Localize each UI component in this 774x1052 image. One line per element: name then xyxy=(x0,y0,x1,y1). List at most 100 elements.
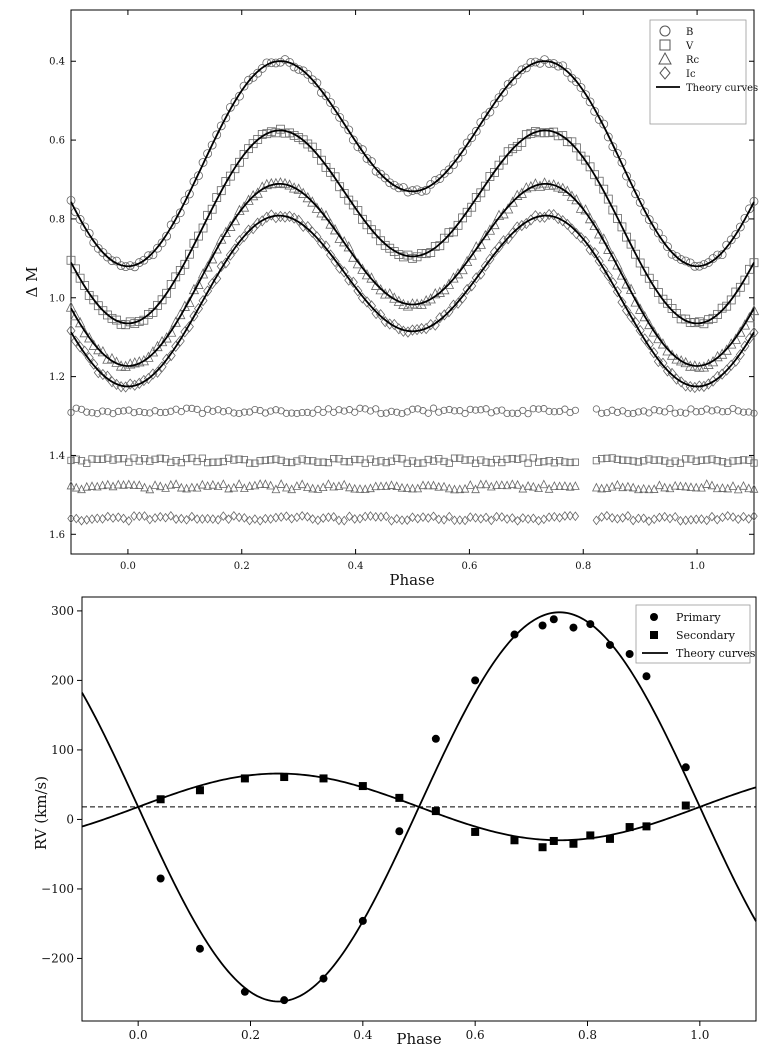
residual-b-point xyxy=(529,405,537,413)
lc-ic-point xyxy=(467,280,477,292)
lc-ic-point xyxy=(248,222,258,235)
residual-v-point xyxy=(172,457,180,465)
residual-ic-point xyxy=(272,512,280,523)
residual-ic-point xyxy=(151,513,159,523)
residual-ic-point xyxy=(424,513,432,523)
residual-rc-point xyxy=(339,479,349,489)
residual-v-point xyxy=(556,457,564,465)
lc-rc-point xyxy=(252,187,263,198)
residual-v-point xyxy=(718,458,727,466)
lc-b-point xyxy=(581,90,590,100)
residual-rc-point xyxy=(271,484,281,494)
lc-rc-point xyxy=(197,268,209,279)
lc-b-point xyxy=(663,242,672,252)
lc-v-point xyxy=(672,309,681,318)
lc-v-point xyxy=(453,220,463,230)
primary-rv-point xyxy=(431,734,440,743)
lc-b-point xyxy=(608,142,618,152)
lc-b-point xyxy=(394,183,404,193)
lc-ic-point xyxy=(139,374,149,387)
lc-v-point xyxy=(494,160,504,170)
lc-ic-point xyxy=(212,272,222,285)
rv-x-axis-label: Phase xyxy=(396,1030,441,1048)
rv-plot-frame xyxy=(81,596,757,1022)
residual-v-point xyxy=(598,455,606,463)
residual-ic-point xyxy=(167,511,175,521)
lc-b-point xyxy=(640,207,650,217)
lc-b-point xyxy=(508,76,518,86)
lc-rc-point xyxy=(516,187,527,198)
residual-b-point xyxy=(156,408,164,417)
residual-v-point xyxy=(540,458,548,466)
residual-ic-point xyxy=(351,514,359,524)
residual-b-point xyxy=(634,408,643,416)
lc-ic-point xyxy=(599,263,609,275)
residual-v-point xyxy=(335,455,343,463)
lc-ic-point xyxy=(458,292,468,304)
lc-v-point xyxy=(389,247,399,256)
lc-ic-point xyxy=(134,377,144,389)
lc-b-point xyxy=(476,117,486,127)
residual-v-point xyxy=(603,454,611,462)
residual-v-point xyxy=(461,456,469,464)
residual-rc-point xyxy=(219,479,228,488)
lc-b-point xyxy=(371,166,381,176)
residual-ic-point xyxy=(445,511,453,522)
lc-x-tick-label: 0.4 xyxy=(348,561,364,572)
residual-b-point xyxy=(550,408,558,416)
residual-b-point xyxy=(214,406,222,414)
lc-v-point xyxy=(430,242,440,251)
lc-rc-point xyxy=(716,348,728,359)
lc-ic-point xyxy=(749,327,759,339)
secondary-rv-point xyxy=(681,801,690,810)
residual-rc-point xyxy=(728,481,738,490)
lc-b-point xyxy=(713,250,722,260)
lc-b-point xyxy=(517,65,527,75)
lc-v-point xyxy=(285,128,294,138)
residual-ic-point xyxy=(708,511,716,522)
residual-rc-point xyxy=(718,483,727,492)
residual-v-point xyxy=(182,454,191,463)
lc-rc-point xyxy=(225,220,236,231)
residual-rc-point xyxy=(439,481,449,491)
primary-rv-point xyxy=(280,996,289,1005)
residual-ic-point xyxy=(240,513,249,523)
lc-rc-point xyxy=(653,332,664,344)
lc-rc-point xyxy=(443,278,455,289)
lc-ic-point xyxy=(576,231,586,244)
residual-v-point xyxy=(303,457,312,465)
lc-b-point xyxy=(80,222,90,232)
residual-b-point xyxy=(671,409,679,417)
primary-rv-point xyxy=(395,827,404,836)
residual-rc-point xyxy=(497,480,507,489)
lc-rc-point xyxy=(193,278,204,289)
residual-v-point xyxy=(393,454,401,462)
rv-x-tick-label: 0.8 xyxy=(578,1028,597,1042)
residual-rc-point xyxy=(613,479,622,489)
residual-v-point xyxy=(734,457,742,465)
residual-ic-point xyxy=(666,513,674,524)
residual-rc-point xyxy=(392,481,402,490)
residual-v-point xyxy=(545,457,553,465)
residual-rc-point xyxy=(607,481,617,491)
lc-v-point xyxy=(467,202,477,212)
residual-v-point xyxy=(640,457,648,465)
residual-ic-point xyxy=(224,514,233,525)
residual-v-point xyxy=(93,455,101,463)
residual-b-point xyxy=(235,409,243,418)
residual-b-point xyxy=(524,410,532,418)
residual-rc-point xyxy=(408,483,417,493)
residual-rc-point xyxy=(565,481,575,491)
lc-b-point xyxy=(458,147,467,157)
residual-v-point xyxy=(277,456,285,465)
residual-ic-point xyxy=(361,511,369,522)
residual-ic-point xyxy=(519,513,527,523)
lc-rc-point xyxy=(748,304,760,316)
residual-b-point xyxy=(461,409,469,418)
lc-v-point xyxy=(476,188,486,198)
residual-rc-point xyxy=(465,480,475,489)
lc-b-point xyxy=(348,135,358,145)
lc-b-point xyxy=(207,140,217,150)
residual-b-point xyxy=(98,407,107,415)
